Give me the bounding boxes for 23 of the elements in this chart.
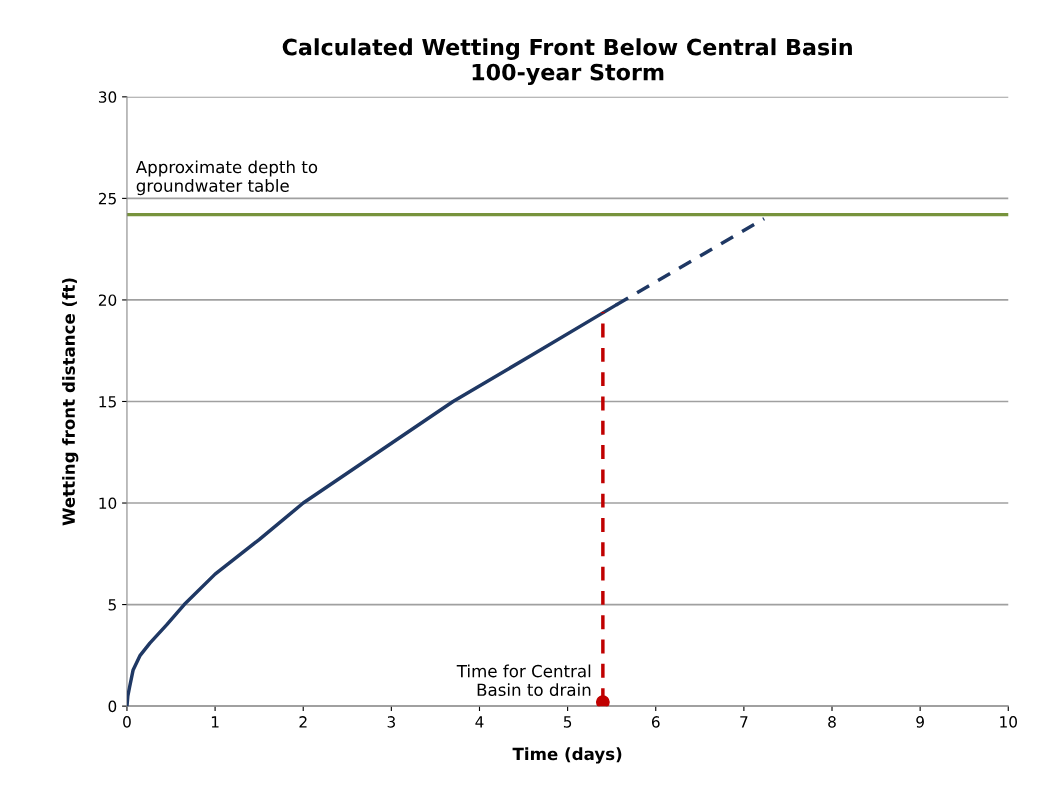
x-tick-label: 1 <box>211 716 219 728</box>
x-axis-title: Time (days) <box>512 747 622 764</box>
y-tick-label: 0 <box>108 700 117 713</box>
annotation: Time for Central Basin to drain <box>456 664 591 697</box>
y-tick-label: 25 <box>98 192 116 205</box>
y-tick-label: 30 <box>98 91 117 103</box>
chart-title: Calculated Wetting Front Below Central Basin 100-year Storm <box>282 38 852 85</box>
y-tick-label: 15 <box>99 396 116 408</box>
x-tick-label: 10 <box>1000 716 1017 728</box>
x-tick-label: 7 <box>740 716 748 728</box>
x-tick-label: 8 <box>828 716 836 728</box>
x-tick-label: 9 <box>916 716 924 728</box>
x-tick-label: 6 <box>651 716 660 728</box>
x-tick-label: 4 <box>475 716 484 728</box>
x-tick-label: 0 <box>123 716 131 728</box>
y-tick-label: 5 <box>108 599 116 611</box>
x-tick-label: 2 <box>299 716 307 728</box>
x-tick-label: 3 <box>387 716 395 728</box>
y-axis-title: Wetting front distance (ft) <box>62 278 79 526</box>
y-tick-label: 20 <box>98 294 117 306</box>
ref-line-label: Approximate depth to groundwater table <box>135 160 318 196</box>
x-tick-label: 5 <box>563 716 572 728</box>
y-tick-label: 10 <box>99 497 117 510</box>
